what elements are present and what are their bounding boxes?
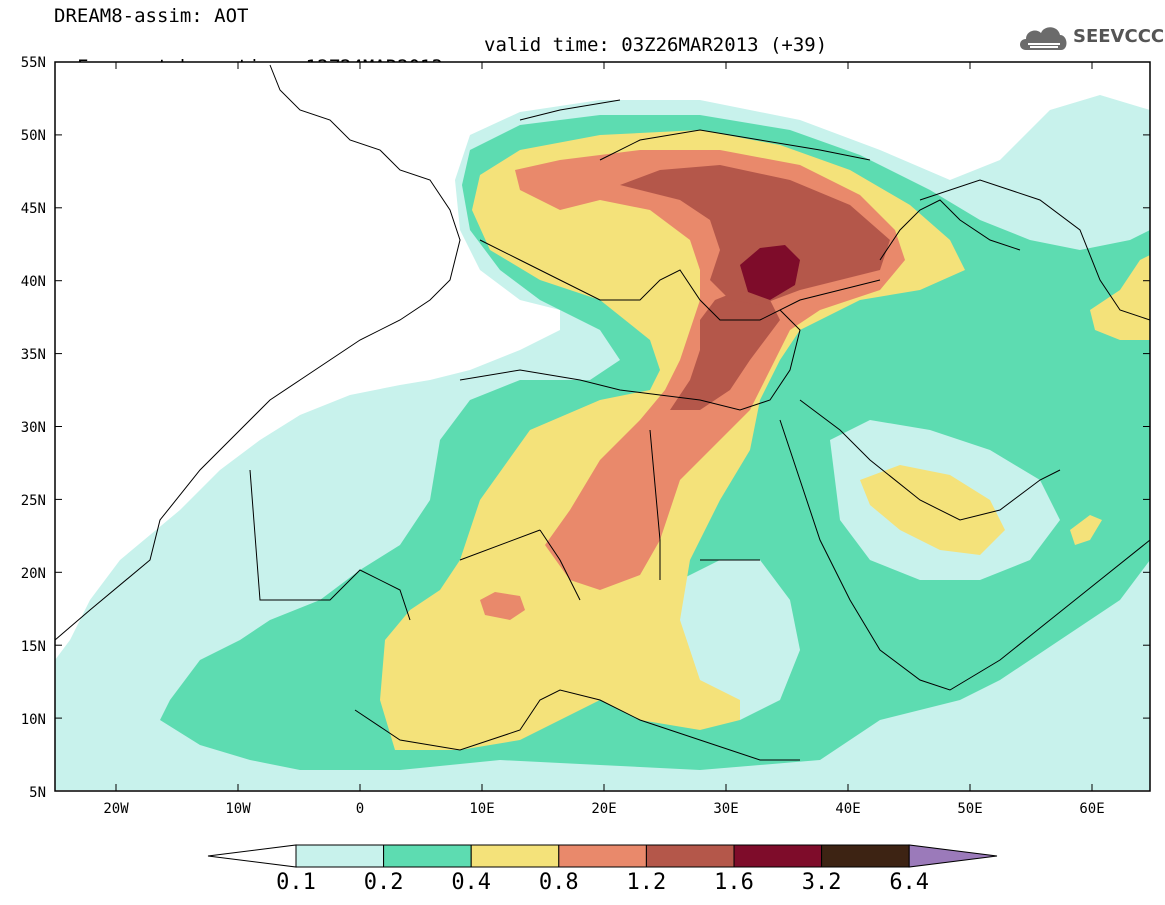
colorbar-label: 0.2	[363, 870, 404, 895]
lat-label: 15N	[20, 639, 46, 655]
colorbar-swatch	[470, 844, 560, 868]
coastlines	[55, 64, 1150, 761]
lon-label: 20W	[103, 801, 129, 817]
lat-label: 55N	[20, 55, 46, 71]
colorbar-under-arrow	[207, 844, 297, 868]
colorbar-over-arrow	[908, 844, 998, 868]
colorbar-swatch	[645, 844, 735, 868]
lon-label: 0	[355, 801, 365, 817]
lat-label: 40N	[20, 274, 46, 290]
colorbar-swatch	[733, 844, 823, 868]
lat-label: 25N	[20, 493, 46, 509]
aot-band-0.8-chad	[480, 592, 525, 620]
lon-label: 30E	[713, 801, 739, 817]
lon-label: 50E	[957, 801, 983, 817]
seevccc-logo: SEEVCCC	[1016, 20, 1164, 60]
lon-label: 10W	[225, 801, 251, 817]
aot-band-0.4-arabia	[860, 465, 1005, 555]
colorbar-label: 3.2	[801, 870, 842, 895]
aot-band-0.1-egypt	[680, 560, 800, 720]
colorbar-swatch	[295, 844, 385, 868]
valid-time: valid time: 03Z26MAR2013 (+39)	[484, 34, 828, 56]
lat-label: 50N	[20, 128, 46, 144]
colorbar-swatch	[821, 844, 910, 868]
lon-label: 10E	[469, 801, 495, 817]
lon-label: 40E	[835, 801, 861, 817]
aot-band-0.4-caspian	[1090, 255, 1150, 340]
colorbar-swatch	[558, 844, 647, 868]
lat-label: 20N	[20, 566, 46, 582]
aot-band-1.6	[740, 245, 800, 300]
colorbar-label: 0.8	[538, 870, 579, 895]
colorbar	[207, 844, 998, 868]
colorbar-label: 6.4	[889, 870, 930, 895]
lat-label: 35N	[20, 347, 46, 363]
colorbar-label: 1.2	[626, 870, 667, 895]
aot-contours	[55, 95, 1150, 790]
colorbar-label: 0.1	[276, 870, 316, 895]
lat-label: 5N	[29, 785, 46, 801]
lat-label: 30N	[20, 420, 46, 436]
lat-label: 10N	[20, 712, 46, 728]
colorbar-label: 1.6	[714, 870, 754, 895]
aot-band-0.4-gulf	[1070, 515, 1102, 545]
lon-label: 60E	[1079, 801, 1105, 817]
logo-text: SEEVCCC	[1073, 26, 1165, 47]
colorbar-label: 0.4	[451, 870, 492, 895]
lon-label: 20E	[591, 801, 617, 817]
colorbar-swatch	[383, 844, 472, 868]
aot-band-1.2-north	[620, 165, 890, 305]
map-title: DREAM8-assim: AOT	[54, 5, 249, 27]
cloud-icon	[1020, 27, 1067, 50]
lat-label: 45N	[20, 201, 46, 217]
